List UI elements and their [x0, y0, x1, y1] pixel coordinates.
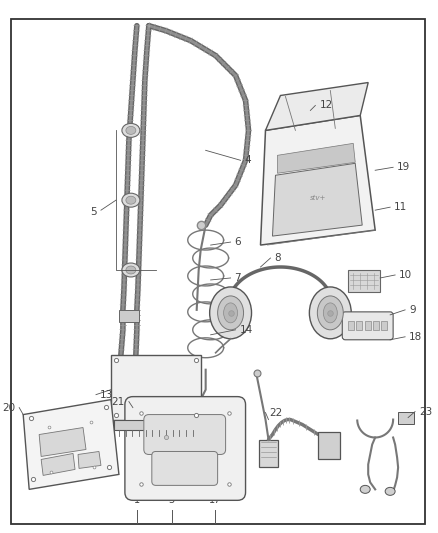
Text: 8: 8 [275, 253, 281, 263]
Ellipse shape [224, 303, 237, 323]
Bar [348, 321, 354, 330]
Text: 18: 18 [409, 332, 422, 342]
Bar [365, 321, 371, 330]
Bar [373, 321, 379, 330]
Ellipse shape [122, 193, 140, 207]
Polygon shape [23, 400, 119, 489]
Bar [191, 400, 215, 414]
FancyBboxPatch shape [125, 397, 246, 500]
Polygon shape [277, 143, 355, 173]
FancyBboxPatch shape [342, 312, 393, 340]
FancyBboxPatch shape [152, 451, 218, 486]
Bar [398, 411, 414, 424]
Ellipse shape [126, 266, 136, 274]
Bar [119, 310, 139, 322]
Ellipse shape [122, 124, 140, 138]
Ellipse shape [318, 296, 343, 330]
Text: 7: 7 [235, 273, 241, 283]
Ellipse shape [309, 287, 351, 339]
Ellipse shape [323, 303, 337, 323]
Bar [381, 321, 387, 330]
Text: 20: 20 [2, 402, 15, 413]
Text: 17: 17 [209, 495, 222, 505]
Polygon shape [272, 163, 362, 236]
Text: 3: 3 [169, 495, 175, 505]
Bar [357, 321, 363, 330]
Ellipse shape [126, 196, 136, 204]
Text: 13: 13 [100, 390, 113, 400]
Ellipse shape [360, 486, 370, 494]
Polygon shape [78, 451, 101, 469]
Polygon shape [265, 83, 368, 131]
Text: 9: 9 [409, 305, 416, 315]
Polygon shape [261, 116, 375, 245]
Ellipse shape [385, 487, 395, 495]
Ellipse shape [122, 263, 140, 277]
Bar [114, 419, 198, 430]
Polygon shape [41, 454, 75, 475]
Text: 22: 22 [269, 408, 283, 417]
Ellipse shape [126, 126, 136, 134]
Bar [111, 355, 201, 419]
Bar [318, 432, 340, 459]
Text: 21: 21 [112, 397, 125, 407]
Ellipse shape [218, 296, 244, 330]
Bar [258, 440, 279, 467]
Text: 10: 10 [399, 270, 412, 280]
Text: 1: 1 [134, 495, 140, 505]
FancyBboxPatch shape [144, 415, 226, 455]
Text: 19: 19 [397, 162, 410, 172]
Ellipse shape [403, 416, 413, 424]
Text: 14: 14 [240, 325, 253, 335]
Text: stv+: stv+ [310, 195, 327, 201]
Text: 11: 11 [394, 202, 407, 212]
Text: 12: 12 [319, 100, 332, 110]
Text: 6: 6 [235, 237, 241, 247]
Polygon shape [39, 427, 86, 456]
Bar [348, 270, 380, 292]
Ellipse shape [210, 287, 251, 339]
Text: 23: 23 [419, 407, 432, 417]
Text: 4: 4 [244, 155, 251, 165]
Text: 5: 5 [90, 207, 97, 217]
